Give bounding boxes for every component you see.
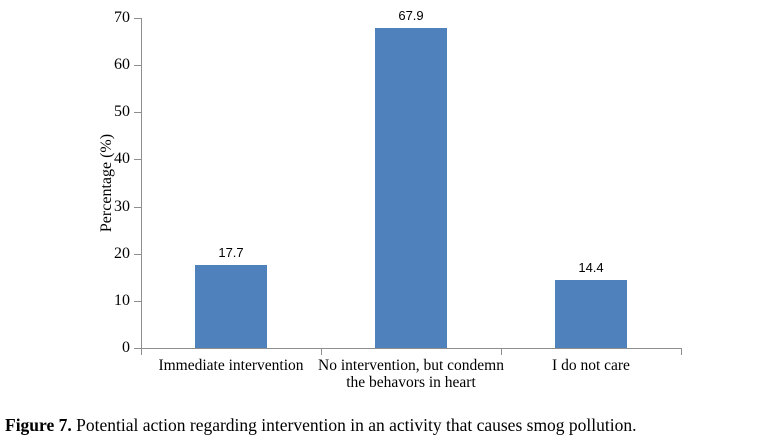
y-tick-label: 10 [114,292,130,309]
y-tick-mark [134,301,141,302]
y-axis-title: Percentage (%) [98,133,115,233]
x-axis-line [141,348,682,349]
category-label: Immediate intervention [131,357,331,374]
y-axis-line [141,18,142,348]
y-tick-label: 20 [114,245,130,262]
y-tick-label: 0 [122,339,130,356]
y-tick-label: 60 [114,56,130,73]
x-tick-mark [681,348,682,355]
figure-caption: Figure 7. Potential action regarding int… [5,414,779,436]
y-tick-label: 70 [114,9,130,26]
category-label-line: I do not care [552,357,630,374]
category-label-line: No intervention, but condemn [318,357,504,374]
category-label: No intervention, but condemn the behavors… [311,357,511,391]
x-tick-mark [141,348,142,355]
y-tick-mark [134,207,141,208]
y-tick-mark [134,65,141,66]
y-tick-mark [134,348,141,349]
category-label-line: Immediate intervention [158,357,304,374]
bar-value-label: 14.4 [578,260,604,275]
y-tick-mark [134,18,141,19]
y-tick-mark [134,112,141,113]
figure-caption-text: Potential action regarding intervention … [76,415,637,435]
y-tick-mark [134,254,141,255]
bar [555,280,627,348]
y-tick-mark [134,159,141,160]
bar-value-label: 67.9 [398,8,424,23]
bar-value-label: 17.7 [218,245,244,260]
bar [195,265,267,348]
bar [375,28,447,348]
category-label-line: the behavors in heart [346,374,476,391]
y-tick-label: 40 [114,150,130,167]
figure-caption-label: Figure 7. [5,415,72,435]
category-label: I do not care [491,357,691,374]
y-tick-label: 30 [114,198,130,215]
x-tick-mark [321,348,322,355]
y-tick-label: 50 [114,103,130,120]
x-tick-mark [501,348,502,355]
bar-chart: 0 10 20 30 40 50 60 70 17.7 Immediate interventio… [114,8,691,391]
